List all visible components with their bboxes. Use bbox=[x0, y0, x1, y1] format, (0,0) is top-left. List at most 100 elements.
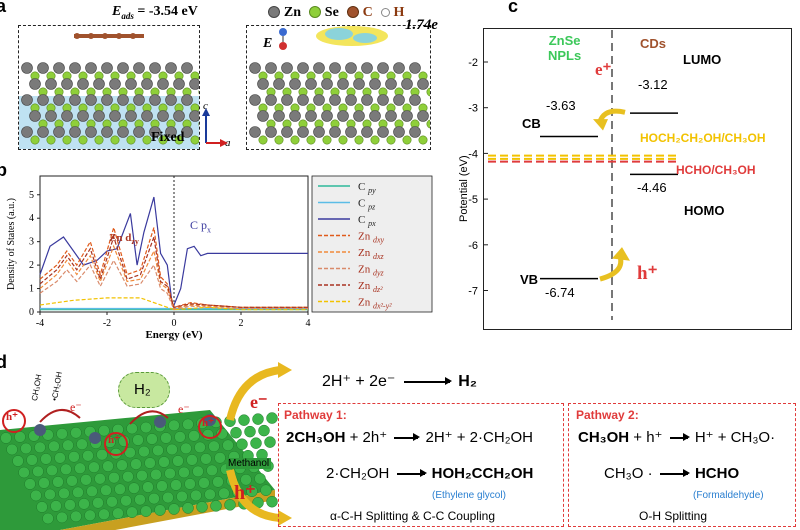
surface-electron-1: e⁻ bbox=[70, 400, 82, 414]
x-tick-label: 0 bbox=[172, 318, 177, 329]
panel-b-label: b bbox=[0, 160, 7, 180]
panel-d-label: d bbox=[0, 352, 7, 372]
h-atom-icon bbox=[380, 7, 390, 17]
pathway-1-product: (Ethylene glycol) bbox=[432, 490, 506, 501]
lumo-value: -3.12 bbox=[638, 77, 668, 92]
pathway-2-box bbox=[568, 403, 796, 527]
pathway-2-title: Pathway 2: bbox=[576, 408, 639, 422]
pathway-1-caption: α-C-H Splitting & C-C Coupling bbox=[330, 509, 495, 523]
charge-arrows bbox=[226, 362, 292, 526]
hole-label: h⁺ bbox=[637, 263, 658, 284]
dos-series-7 bbox=[39, 297, 308, 311]
surface-hole-1: h⁺ bbox=[6, 411, 18, 423]
x-tick-label: -2 bbox=[103, 318, 111, 329]
slab-structure-right bbox=[249, 26, 430, 145]
hole-circle-1 bbox=[2, 409, 26, 433]
h2-evolution-eq: 2H⁺ + 2e⁻ H₂ bbox=[322, 373, 477, 390]
electric-field-label: E bbox=[263, 36, 273, 51]
surface-electron-arrow bbox=[39, 409, 81, 423]
x-tick-label: -4 bbox=[36, 318, 44, 329]
zn-atom-icon bbox=[268, 6, 280, 19]
band-tick-label: -2 bbox=[468, 57, 478, 69]
redox-eg-label: HOCH₂CH₂OH/CH₃OH bbox=[640, 131, 766, 145]
band-diagram: -2 -3 -4 -5 -6 -7 bbox=[468, 30, 680, 320]
y-tick-label: 0 bbox=[29, 307, 34, 318]
pathway-1-box bbox=[278, 403, 564, 527]
catalyst-surface-illustration bbox=[0, 409, 278, 530]
redox-hcho-label: HCHO/CH₃OH bbox=[676, 163, 756, 177]
x-tick-label: 2 bbox=[239, 318, 244, 329]
d-electron-label: e⁻ bbox=[250, 392, 268, 412]
cb-value: -3.63 bbox=[546, 98, 576, 113]
homo-label: HOMO bbox=[684, 203, 725, 218]
pathway-2-eq2: CH₃O · HCHO bbox=[604, 465, 740, 482]
x-axis-label: Energy (eV) bbox=[145, 329, 202, 341]
znse-label: ZnSe NPLs bbox=[548, 33, 582, 63]
hole-arrowhead bbox=[612, 247, 630, 261]
structure-after-box: E bbox=[246, 25, 431, 150]
hole-circle-3 bbox=[198, 415, 222, 439]
dos-chart: -4 -2 0 2 4 0 1 2 3 4 5 Energy (eV) Density of State… bbox=[6, 175, 433, 341]
d-hole-label: h⁺ bbox=[234, 482, 256, 504]
panel-a-label: a bbox=[0, 0, 7, 16]
fixed-label: Fixed bbox=[151, 130, 185, 145]
methanol-label: Methanol bbox=[226, 458, 272, 469]
adsorbed-cluster bbox=[154, 416, 166, 428]
axis-arrows-icon bbox=[202, 108, 228, 147]
annot-zn-dzy: Zn dzy bbox=[109, 232, 139, 247]
vb-value: -6.74 bbox=[545, 285, 575, 300]
adsorbed-cluster bbox=[89, 432, 101, 444]
band-tick-label: -7 bbox=[468, 286, 478, 298]
band-tick-label: -5 bbox=[468, 194, 478, 206]
adsorption-energy: Eads = -3.54 eV bbox=[112, 4, 198, 21]
vb-label: VB bbox=[520, 272, 539, 287]
surface-hole-3: h⁺ bbox=[202, 417, 214, 429]
slab-structure-left bbox=[19, 33, 199, 149]
band-tick-label: -6 bbox=[468, 240, 478, 252]
dos-series-2 bbox=[39, 196, 308, 306]
charge-transfer-label: 1.74e bbox=[405, 17, 438, 33]
h2-cloud bbox=[118, 372, 170, 408]
electron-label: e⁺ bbox=[595, 60, 612, 79]
pathway-2-product: (Formaldehyde) bbox=[693, 490, 764, 501]
y-tick-label: 3 bbox=[29, 237, 34, 248]
c-atom-icon bbox=[346, 6, 359, 19]
y-tick-label: 5 bbox=[29, 190, 34, 201]
y-tick-label: 4 bbox=[29, 213, 34, 224]
y-tick-label: 2 bbox=[29, 260, 34, 271]
pathway-1-eq1: 2CH₃OH + 2h⁺ 2H⁺ + 2·CH₂OH bbox=[286, 429, 534, 446]
h2-cloud-label: H₂ bbox=[134, 381, 151, 398]
pathway-2-eq1: CH₃OH + h⁺ H⁺ + CH₃O· bbox=[578, 429, 776, 446]
pathway-1-title: Pathway 1: bbox=[284, 408, 347, 422]
pathway-2-caption: O-H Splitting bbox=[639, 509, 708, 523]
hole-circle-2 bbox=[104, 432, 128, 456]
homo-value: -4.46 bbox=[637, 180, 667, 195]
y-tick-label: 1 bbox=[29, 284, 34, 295]
panel-c-label: c bbox=[508, 0, 519, 16]
axis-c-label: c bbox=[203, 100, 208, 112]
structure-before-box: Fixed bbox=[18, 25, 200, 150]
dos-series-6 bbox=[39, 235, 308, 308]
dos-series-5 bbox=[39, 259, 308, 311]
lumo-label: LUMO bbox=[683, 52, 722, 67]
dos-series-4 bbox=[39, 244, 308, 310]
atom-legend: Zn Se C H bbox=[268, 3, 404, 21]
cb-label: CB bbox=[522, 116, 541, 131]
dos-legend bbox=[311, 175, 433, 313]
band-tick-label: -4 bbox=[468, 148, 478, 160]
pathway-1-eq2: 2·CH₂OH HOH₂CCH₂OH bbox=[326, 465, 534, 482]
annot-c-px: C px bbox=[190, 218, 212, 235]
se-atom-icon bbox=[308, 6, 321, 19]
molecule-flat bbox=[74, 33, 144, 39]
potential-axis-label: Potential (eV) bbox=[458, 155, 470, 222]
band-tick-label: -3 bbox=[468, 103, 478, 115]
band-diagram-frame bbox=[483, 28, 792, 330]
y-axis-label: Density of States (a.u.) bbox=[6, 198, 17, 290]
x-tick-label: 4 bbox=[306, 318, 311, 329]
hole-transfer-arrow bbox=[599, 255, 624, 282]
surface-hole-2: h⁺ bbox=[108, 434, 120, 446]
dos-series-3 bbox=[39, 225, 308, 309]
cds-label: CDs bbox=[640, 36, 667, 51]
surface-electron-arrow bbox=[129, 410, 169, 425]
electron-arrowhead bbox=[593, 119, 608, 131]
